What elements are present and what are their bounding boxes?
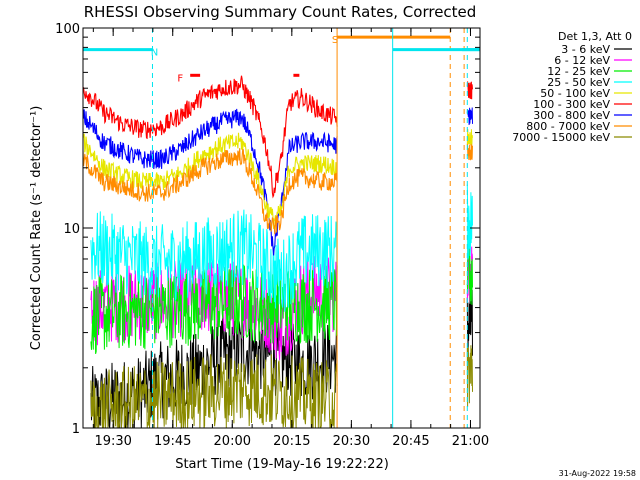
footer-timestamp: 31-Aug-2022 19:58	[559, 469, 636, 478]
series-line-fragment	[466, 107, 473, 126]
legend-entry-label: 7000 - 15000 keV	[512, 131, 610, 144]
x-tick-label: 21:00	[452, 434, 489, 449]
x-tick-label: 20:45	[392, 434, 429, 449]
x-tick-label: 20:00	[214, 434, 251, 449]
series-line	[82, 148, 338, 235]
legend-entry-label: 25 - 50 keV	[547, 76, 610, 89]
legend-entry-label: 12 - 25 keV	[547, 65, 610, 78]
x-tick-label: 20:30	[333, 434, 370, 449]
plot-frame	[82, 27, 481, 429]
series-line	[82, 75, 338, 199]
legend-entry-label: 3 - 6 keV	[561, 43, 610, 56]
series-line	[90, 209, 338, 312]
flag-label: F	[177, 73, 183, 84]
legend-entry-label: 800 - 7000 keV	[526, 120, 610, 133]
data-layer	[82, 75, 473, 430]
series-line-fragment	[466, 184, 473, 260]
x-axis-label: Start Time (19-May-16 19:22:22)	[175, 457, 389, 472]
x-tick-label: 20:15	[273, 434, 310, 449]
axes-layer: 1 10 100 19:30 19:45 20:00 20:15 20:30 20:45 21:0…	[55, 22, 489, 449]
y-tick-label: 1	[72, 422, 80, 437]
y-tick-label: 10	[63, 222, 80, 237]
chart-title: RHESSI Observing Summary Count Rates, Co…	[84, 3, 477, 21]
series-line-fragment	[466, 129, 473, 146]
series-line-fragment	[466, 143, 473, 161]
x-tick-label: 19:45	[154, 434, 191, 449]
y-axis-label: Corrected Count Rate (s⁻¹ detector⁻¹)	[29, 106, 44, 351]
series-line	[82, 108, 338, 256]
legend-entry-label: 100 - 300 keV	[533, 98, 610, 111]
x-tick-label: 19:30	[94, 434, 131, 449]
series-line-fragment	[466, 345, 473, 407]
legend-header: Det 1,3, Att 0	[558, 30, 632, 43]
annotation-layer: N F S	[83, 28, 480, 428]
legend-entry-label: 50 - 100 keV	[540, 87, 610, 100]
y-tick-label: 100	[55, 22, 80, 37]
legend-entry-label: 6 - 12 keV	[554, 54, 610, 67]
series-line-fragment	[466, 81, 473, 100]
flag-label: S	[332, 35, 338, 46]
flag-label: N	[151, 48, 158, 59]
legend-entry-label: 300 - 800 keV	[533, 109, 610, 122]
